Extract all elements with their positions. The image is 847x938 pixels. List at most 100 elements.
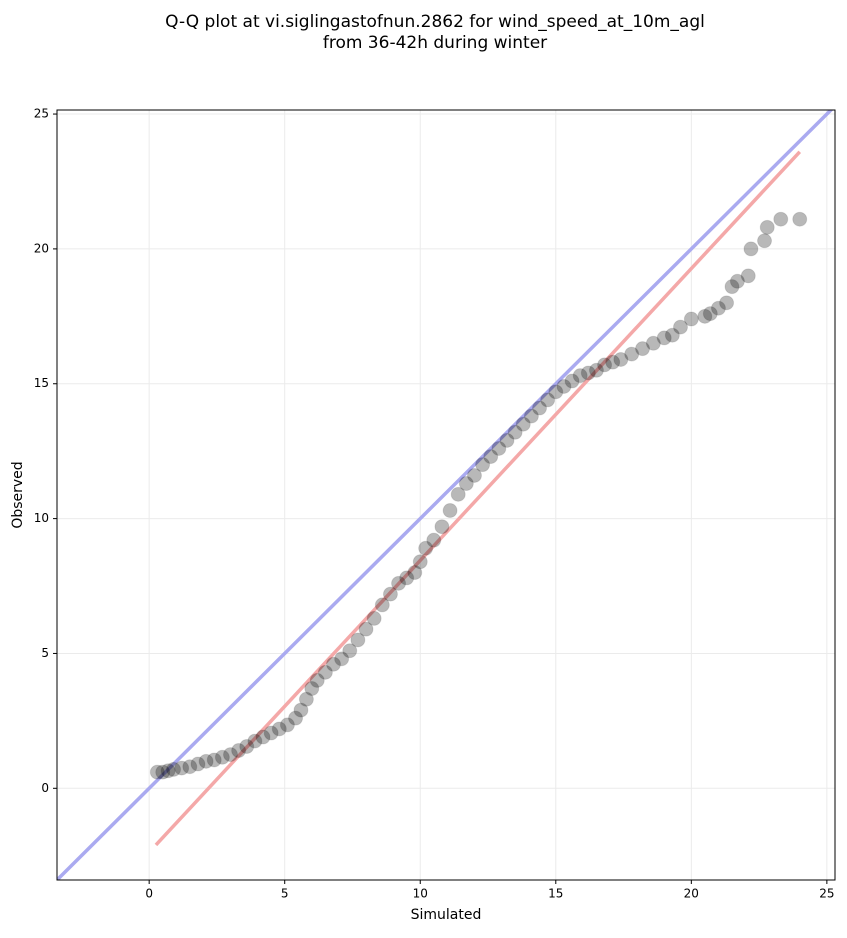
point (597, 357, 613, 373)
y-tick-label: 10 (34, 511, 49, 525)
point (366, 610, 382, 626)
plot-frame (56, 109, 836, 881)
point (635, 341, 651, 357)
point (358, 621, 374, 637)
point (450, 486, 466, 502)
point (624, 346, 640, 362)
point (697, 308, 713, 324)
point (491, 440, 507, 456)
point (792, 211, 808, 227)
x-tick-label: 15 (548, 887, 563, 901)
point (613, 351, 629, 367)
point (702, 306, 718, 322)
point (198, 753, 214, 769)
y-tick-label: 5 (41, 646, 49, 660)
point (572, 368, 588, 384)
point (540, 392, 556, 408)
point (255, 729, 271, 745)
point (288, 710, 304, 726)
point (418, 540, 434, 556)
point (656, 330, 672, 346)
point (759, 219, 775, 235)
point (645, 335, 661, 351)
point (149, 764, 165, 780)
point (263, 725, 279, 741)
y-tick-label: 25 (34, 107, 49, 121)
point (740, 268, 756, 284)
x-tick-label: 5 (281, 887, 289, 901)
chart-title: Q-Q plot at vi.siglingastofnun.2862 for … (165, 12, 705, 32)
point (174, 760, 190, 776)
y-tick-label: 15 (34, 376, 49, 390)
point (214, 749, 230, 765)
point (672, 319, 688, 335)
point (155, 764, 171, 780)
point (412, 554, 428, 570)
point (326, 656, 342, 672)
point (271, 721, 287, 737)
point (729, 273, 745, 289)
point (719, 295, 735, 311)
point (304, 681, 320, 697)
point (532, 400, 548, 416)
point (247, 733, 263, 749)
chart-title: from 36-42h during winter (323, 33, 547, 53)
point (426, 532, 442, 548)
point (710, 300, 726, 316)
point (499, 432, 515, 448)
point (407, 565, 423, 581)
point (523, 408, 539, 424)
point (475, 457, 491, 473)
point (483, 449, 499, 465)
x-tick-label: 0 (145, 887, 153, 901)
point (222, 747, 238, 763)
point (757, 233, 773, 249)
reference-line (154, 150, 802, 847)
point (298, 691, 314, 707)
point (434, 519, 450, 535)
point (515, 416, 531, 432)
point (374, 597, 390, 613)
point (664, 327, 680, 343)
point (458, 476, 474, 492)
y-axis-label: Observed (10, 461, 26, 528)
point (231, 743, 247, 759)
reference-line (57, 110, 834, 880)
y-tick-label: 20 (34, 241, 49, 255)
y-tick-label: 0 (41, 781, 49, 795)
point (580, 365, 596, 381)
point (293, 702, 309, 718)
point (166, 761, 182, 777)
point (442, 503, 458, 519)
point (399, 570, 415, 586)
point (317, 664, 333, 680)
point (309, 672, 325, 688)
point (773, 211, 789, 227)
point (334, 651, 350, 667)
point (724, 279, 740, 295)
point (160, 763, 176, 779)
point (182, 759, 198, 775)
x-axis-label: Simulated (411, 907, 482, 923)
point (239, 738, 255, 754)
point (507, 424, 523, 440)
point (743, 241, 759, 257)
point (683, 311, 699, 327)
point (605, 354, 621, 370)
point (350, 632, 366, 648)
point (391, 575, 407, 591)
x-tick-label: 20 (684, 887, 699, 901)
point (466, 467, 482, 483)
point (556, 378, 572, 394)
point (190, 756, 206, 772)
point (382, 586, 398, 602)
point (588, 362, 604, 378)
x-tick-label: 25 (819, 887, 834, 901)
point (342, 643, 358, 659)
point (548, 384, 564, 400)
point (564, 373, 580, 389)
point (206, 752, 222, 768)
x-tick-label: 10 (413, 887, 428, 901)
point (279, 717, 295, 733)
